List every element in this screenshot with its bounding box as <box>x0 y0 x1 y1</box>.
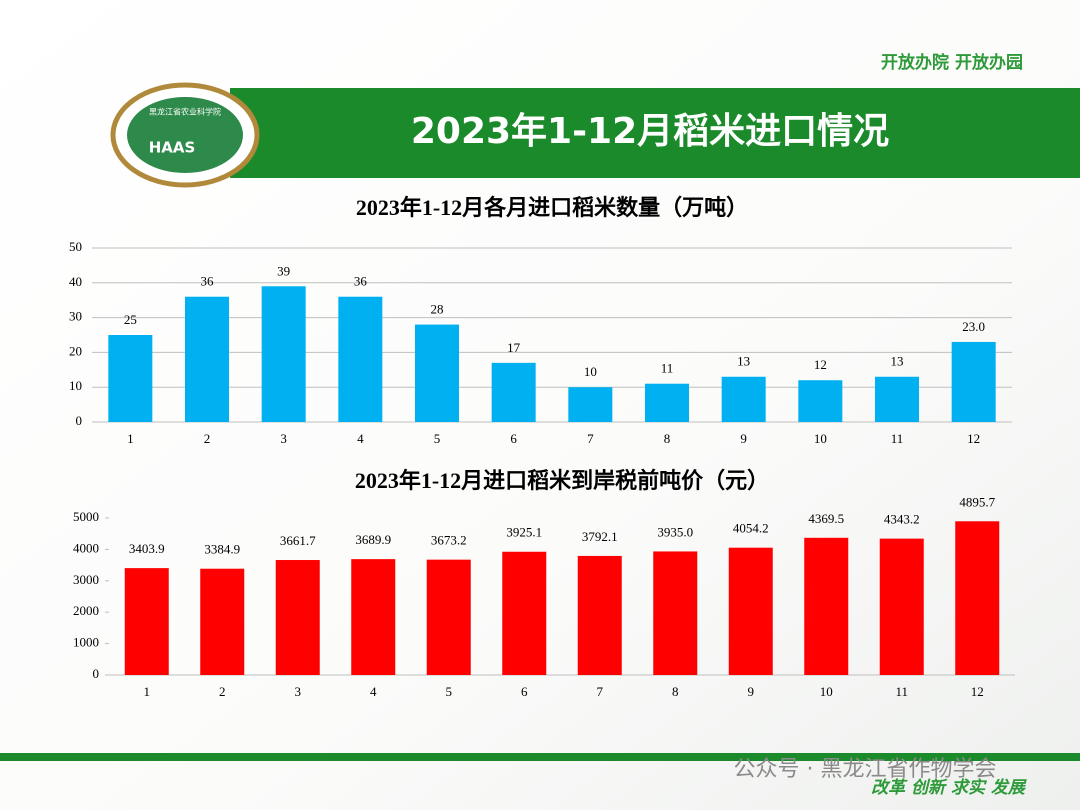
value-label: 3673.2 <box>431 533 467 548</box>
x-tick-label: 4 <box>357 431 364 446</box>
y-tick-label: 2000 <box>73 603 99 618</box>
x-tick-label: 10 <box>820 684 833 699</box>
bar <box>124 568 169 675</box>
y-tick-label: 3000 <box>73 572 99 587</box>
y-tick-label: 50 <box>69 239 82 254</box>
value-label: 4369.5 <box>808 511 844 526</box>
header-band <box>230 88 1080 178</box>
x-tick-label: 1 <box>127 431 134 446</box>
bar <box>275 560 320 675</box>
bar <box>879 538 924 675</box>
value-label: 25 <box>124 312 137 327</box>
value-label: 4895.7 <box>959 494 995 509</box>
bar <box>804 537 849 675</box>
y-tick-label: 0 <box>93 666 100 681</box>
x-tick-label: 8 <box>664 431 671 446</box>
bar <box>798 380 843 422</box>
x-tick-label: 2 <box>204 431 211 446</box>
value-label: 3689.9 <box>355 532 391 547</box>
bottom-slogan: 改革 创新 求实 发展 <box>871 778 1027 798</box>
charts: 2023年1-12月各月进口稻米数量（万吨）010203040501252363… <box>69 195 1015 699</box>
footer-line <box>0 753 1080 761</box>
value-label: 3935.0 <box>657 524 693 539</box>
y-tick-label: 40 <box>69 274 82 289</box>
logo-abbr: HAAS <box>149 139 196 157</box>
value-label: 4054.2 <box>733 521 769 536</box>
x-tick-label: 8 <box>672 684 679 699</box>
value-label: 3925.1 <box>506 525 542 540</box>
x-tick-label: 7 <box>597 684 604 699</box>
x-tick-label: 1 <box>144 684 151 699</box>
value-label: 13 <box>737 354 750 369</box>
x-tick-label: 3 <box>295 684 302 699</box>
bar <box>955 521 1000 675</box>
bar <box>351 559 396 675</box>
bar <box>426 559 471 675</box>
x-tick-label: 7 <box>587 431 594 446</box>
value-label: 4343.2 <box>884 512 920 527</box>
x-tick-label: 10 <box>814 431 827 446</box>
y-tick-label: 20 <box>69 343 82 358</box>
bar <box>108 335 153 422</box>
x-tick-label: 2 <box>219 684 226 699</box>
value-label: 3792.1 <box>582 529 618 544</box>
value-label: 23.0 <box>962 319 985 334</box>
value-label: 28 <box>431 302 444 317</box>
x-tick-label: 6 <box>510 431 517 446</box>
bar <box>721 376 766 422</box>
value-label: 36 <box>354 274 368 289</box>
bar <box>577 555 622 675</box>
x-tick-label: 9 <box>748 684 755 699</box>
header-title: 2023年1-12月稻米进口情况 <box>411 111 889 152</box>
value-label: 3661.7 <box>280 533 316 548</box>
bar <box>261 286 306 422</box>
logo-field <box>127 97 243 173</box>
chart-title: 2023年1-12月各月进口稻米数量（万吨） <box>356 195 748 220</box>
bar <box>568 387 613 422</box>
bar <box>415 324 459 422</box>
x-tick-label: 5 <box>434 431 441 446</box>
x-tick-label: 12 <box>967 431 980 446</box>
x-tick-label: 9 <box>740 431 747 446</box>
x-tick-label: 12 <box>971 684 984 699</box>
bar <box>728 547 773 675</box>
x-tick-label: 6 <box>521 684 528 699</box>
value-label: 36 <box>201 274 215 289</box>
value-label: 11 <box>661 361 674 376</box>
bar <box>185 296 229 422</box>
y-tick-label: 10 <box>69 378 82 393</box>
y-tick-label: 0 <box>76 413 83 428</box>
bar <box>491 362 536 422</box>
x-tick-label: 3 <box>280 431 287 446</box>
y-tick-label: 1000 <box>73 635 99 650</box>
x-tick-label: 5 <box>446 684 453 699</box>
y-tick-label: 4000 <box>73 540 99 555</box>
bar <box>502 551 547 675</box>
bar <box>200 568 245 675</box>
y-tick-label: 5000 <box>73 509 99 524</box>
watermark: 公众号 · 黑龙江省作物学会 <box>734 757 997 782</box>
bar <box>645 383 689 422</box>
value-label: 13 <box>891 354 904 369</box>
top-slogan: 开放办院 开放办园 <box>881 52 1023 73</box>
value-label: 12 <box>814 357 827 372</box>
y-tick-label: 30 <box>69 309 82 324</box>
x-tick-label: 11 <box>891 431 904 446</box>
x-tick-label: 11 <box>895 684 908 699</box>
bar <box>875 376 919 422</box>
logo-name: 黑龙江省农业科学院 <box>149 107 221 117</box>
value-label: 10 <box>584 364 597 379</box>
logo: HAAS 黑龙江省农业科学院 <box>110 82 260 188</box>
value-label: 39 <box>277 263 290 278</box>
chart-title: 2023年1-12月进口稻米到岸税前吨价（元） <box>355 468 769 493</box>
x-tick-label: 4 <box>370 684 377 699</box>
bar <box>653 551 698 675</box>
value-label: 3384.9 <box>204 542 240 557</box>
value-label: 17 <box>507 340 521 355</box>
bar <box>338 296 383 422</box>
value-label: 3403.9 <box>129 541 165 556</box>
bar <box>951 341 996 422</box>
